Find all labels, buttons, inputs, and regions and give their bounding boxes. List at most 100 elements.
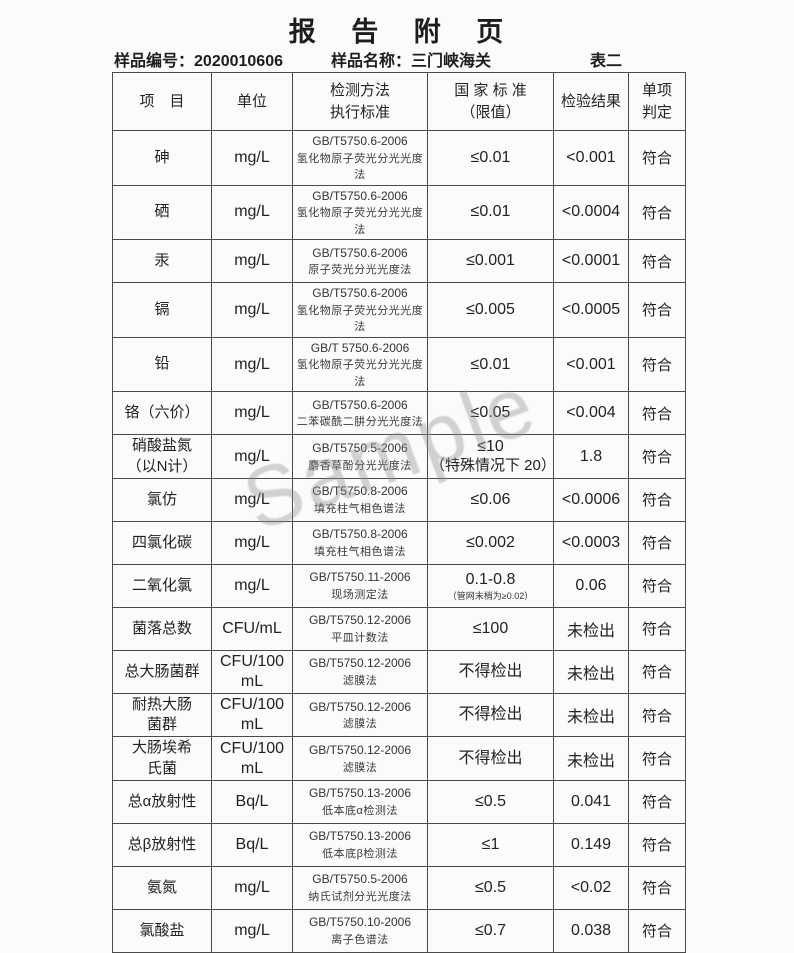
cell-unit: Bq/L xyxy=(211,822,293,867)
cell-line: 执行标准 xyxy=(329,103,390,121)
cell-verdict: 符合 xyxy=(628,649,686,694)
cell-line: 砷 xyxy=(154,148,170,166)
table-row: 氯酸盐 mg/L GB/T5750.10-2006 离子色谱法 ≤0.7 0.038 符合 xyxy=(112,908,686,953)
header-cell: 检验结果 xyxy=(553,72,629,131)
sheet-label: 表二 xyxy=(590,53,623,70)
cell-limit: 不得检出 xyxy=(427,736,554,781)
cell-line: 总α放射性 xyxy=(127,792,197,810)
cell-line: mg/L xyxy=(234,576,270,594)
cell-limit: ≤0.001 xyxy=(427,239,554,284)
cell-line: 单项 xyxy=(641,81,672,99)
table-row: 砷 mg/L GB/T5750.6-2006 氢化物原子荧光分光光度法 ≤0.01 <0.… xyxy=(112,130,686,186)
cell-line: Bq/L xyxy=(235,792,269,810)
cell-unit: CFU/100 mL xyxy=(211,736,293,781)
cell-line: GB/T5750.10-2006 xyxy=(308,915,412,930)
cell-line: 平皿计数法 xyxy=(331,631,389,644)
cell-verdict: 符合 xyxy=(628,520,686,565)
cell-verdict: 符合 xyxy=(628,736,686,781)
cell-item: 大肠埃希 氏菌 xyxy=(112,736,212,781)
cell-verdict: 符合 xyxy=(628,184,686,241)
cell-method: GB/T5750.12-2006 滤膜法 xyxy=(292,736,428,781)
cell-unit: mg/L xyxy=(211,130,293,186)
cell-line: ≤0.005 xyxy=(466,300,515,318)
cell-item: 铅 xyxy=(112,336,212,393)
cell-verdict: 符合 xyxy=(628,692,686,738)
cell-line: 不得检出 xyxy=(458,662,523,680)
cell-line: mg/L xyxy=(234,921,270,939)
cell-limit: ≤0.002 xyxy=(427,520,554,565)
cell-verdict: 符合 xyxy=(628,779,686,824)
cell-item: 氯酸盐 xyxy=(112,908,212,953)
cell-line: CFU/100 xyxy=(219,739,285,757)
table-row: 总β放射性 Bq/L GB/T5750.13-2006 低本底β检测法 ≤1 0.149 符… xyxy=(112,822,686,867)
cell-line: 菌群 xyxy=(146,716,177,734)
table-row: 氯仿 mg/L GB/T5750.8-2006 填充柱气相色谱法 ≤0.06 <0.000… xyxy=(112,477,686,522)
cell-line: 国 家 标 准 xyxy=(454,81,527,99)
cell-line: 二氧化氯 xyxy=(131,576,192,594)
cell-verdict: 符合 xyxy=(628,336,686,393)
cell-unit: CFU/100 mL xyxy=(211,649,293,694)
cell-unit: mg/L xyxy=(211,477,293,522)
cell-unit: mg/L xyxy=(211,908,293,953)
cell-line: 氯仿 xyxy=(146,490,177,508)
cell-line: 纳氏试剂分光光度法 xyxy=(308,890,412,903)
cell-line: GB/T5750.12-2006 xyxy=(308,613,412,628)
cell-unit: Bq/L xyxy=(211,779,293,824)
cell-line: GB/T5750.6-2006 xyxy=(312,286,408,301)
table-row: 硝酸盐氮 （以N计） mg/L GB/T5750.5-2006 麝香草酚分光光度法 ≤10… xyxy=(112,434,686,479)
cell-unit: mg/L xyxy=(211,520,293,565)
cell-line: GB/T5750.5-2006 xyxy=(312,441,408,456)
cell-limit: ≤100 xyxy=(427,606,554,651)
sample-name-value: 三门峡海关 xyxy=(411,53,492,70)
cell-result: <0.0005 xyxy=(553,282,629,338)
cell-method: GB/T5750.6-2006 氢化物原子荧光分光光度法 xyxy=(292,130,428,186)
cell-method: GB/T5750.5-2006 麝香草酚分光光度法 xyxy=(292,434,428,479)
cell-item: 铬（六价） xyxy=(112,391,212,436)
cell-unit: mg/L xyxy=(211,434,293,479)
cell-item: 硒 xyxy=(112,184,212,241)
cell-limit: ≤0.01 xyxy=(427,184,554,241)
cell-unit: mg/L xyxy=(211,282,293,338)
cell-line: mL xyxy=(240,672,264,690)
cell-result: <0.0006 xyxy=(553,477,629,522)
cell-line: 检测方法 xyxy=(329,81,390,99)
cell-line: CFU/100 xyxy=(219,652,285,670)
cell-method: GB/T5750.13-2006 低本底β检测法 xyxy=(292,822,428,867)
cell-line: mg/L xyxy=(234,252,270,270)
cell-method: GB/T5750.6-2006 氢化物原子荧光分光光度法 xyxy=(292,282,428,338)
sample-number-label: 样品编号： xyxy=(114,53,195,70)
cell-line: GB/T5750.12-2006 xyxy=(308,656,412,671)
cell-line: 铬（六价） xyxy=(124,404,200,422)
cell-line: 铅 xyxy=(154,355,170,373)
cell-unit: mg/L xyxy=(211,865,293,910)
cell-unit: mg/L xyxy=(211,391,293,436)
cell-line: CFU/100 xyxy=(219,696,285,714)
cell-line: GB/T5750.6-2006 xyxy=(312,397,408,412)
cell-limit: ≤0.06 xyxy=(427,477,554,522)
cell-line: GB/T5750.6-2006 xyxy=(312,245,408,260)
cell-line: 单位 xyxy=(236,92,267,110)
cell-line: 四氯化碳 xyxy=(131,533,192,551)
cell-verdict: 符合 xyxy=(628,606,686,651)
cell-line: 不得检出 xyxy=(458,706,523,724)
cell-line: 大肠埃希 xyxy=(131,739,192,757)
cell-line: GB/T5750.11-2006 xyxy=(309,570,411,585)
cell-line: 填充柱气相色谱法 xyxy=(314,545,406,558)
cell-line: 硒 xyxy=(154,203,170,221)
cell-line: 判定 xyxy=(641,103,672,121)
cell-verdict: 符合 xyxy=(628,865,686,910)
cell-item: 总大肠菌群 xyxy=(112,649,212,694)
cell-line: mg/L xyxy=(234,355,270,373)
cell-line: GB/T5750.6-2006 xyxy=(312,134,408,148)
cell-line: GB/T5750.8-2006 xyxy=(312,484,408,499)
cell-line: GB/T5750.13-2006 xyxy=(308,829,412,844)
cell-limit: ≤0.5 xyxy=(427,779,554,824)
cell-line: 硝酸盐氮 xyxy=(131,437,192,455)
cell-line: 氨氮 xyxy=(146,878,177,896)
table-row: 总α放射性 Bq/L GB/T5750.13-2006 低本底α检测法 ≤0.5 0.04… xyxy=(112,779,686,824)
cell-line: 汞 xyxy=(154,252,170,270)
cell-unit: mg/L xyxy=(211,336,293,393)
cell-line: mg/L xyxy=(234,300,270,318)
cell-limit: 0.1-0.8 （管网末梢为≥0.02） xyxy=(427,563,554,608)
cell-line: mg/L xyxy=(234,404,270,422)
